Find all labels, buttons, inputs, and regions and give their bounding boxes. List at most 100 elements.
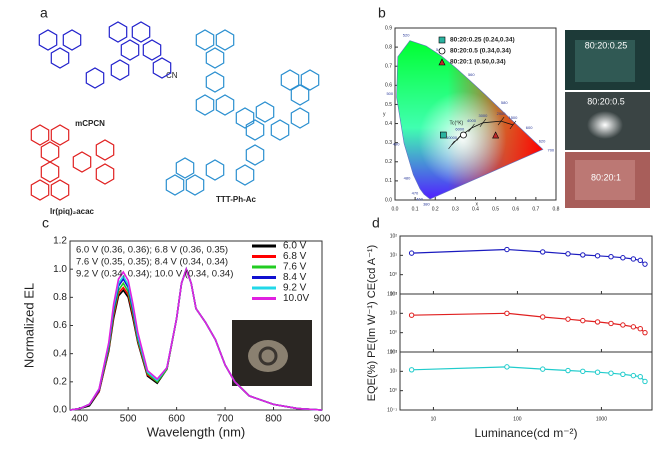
ring [270, 119, 290, 141]
marker [642, 329, 648, 336]
marker [492, 131, 500, 139]
marker [637, 257, 643, 264]
marker [408, 367, 415, 373]
isotherm [497, 116, 505, 126]
y-tick-label: 0.6 [53, 320, 67, 331]
marker [594, 253, 601, 259]
ring [110, 59, 130, 81]
locus-label: 480 [404, 175, 411, 180]
y-tick-label: 0.6 [385, 83, 392, 89]
ring [245, 144, 265, 166]
y-tick-label: 10⁻¹ [387, 349, 397, 355]
x-tick-label: 600 [168, 414, 185, 425]
spectrum-line [69, 266, 323, 411]
temp-label: 6000 [455, 127, 465, 132]
marker [642, 378, 648, 385]
annotation: 7.6 V (0.35, 0.35); 8.4 V (0.34, 0.34) [76, 257, 228, 268]
y-tick-label: 0.8 [385, 44, 392, 50]
y-tick-label: 1.2 [53, 236, 67, 247]
x-tick-label: 400 [71, 414, 88, 425]
y-axis-label: EQE(%) PE(lm W⁻¹) CE(cd A⁻¹) [366, 245, 378, 401]
legend-label: 80:20:1 (0.50,0.34) [450, 59, 506, 66]
y-tick-label: 10⁰ [389, 272, 397, 278]
ring [108, 21, 128, 43]
marker [630, 256, 637, 262]
ring [30, 179, 50, 201]
temp-label: 2000 [497, 111, 507, 116]
ring [95, 139, 115, 161]
ring [62, 29, 82, 51]
marker [565, 367, 571, 374]
x-tick-label: 0.3 [452, 206, 459, 212]
legend-label: 10.0V [283, 293, 309, 304]
ring [280, 69, 300, 91]
y-tick-label: 0.3 [385, 140, 392, 146]
marker [540, 366, 546, 372]
ring [85, 67, 105, 89]
plot-frame [399, 351, 653, 411]
ring [50, 124, 70, 146]
x-tick-label: 100 [513, 416, 522, 422]
panel-label: c [42, 215, 49, 231]
annotation: 6.0 V (0.36, 0.36); 6.8 V (0.36, 0.35) [76, 245, 228, 256]
photo-label: 80:20:0.5 [587, 96, 625, 106]
legend-label: 6.0 V [283, 241, 307, 252]
y-tick-label: 0.9 [385, 25, 392, 31]
locus-label: 490 [393, 141, 400, 146]
x-tick-label: 500 [120, 414, 137, 425]
marker [620, 371, 626, 378]
x-tick-label: 800 [265, 414, 282, 425]
temp-label: 1500 [508, 115, 518, 120]
x-tick-label: 0.1 [412, 206, 419, 212]
gamut [396, 40, 543, 199]
ring [185, 174, 205, 196]
y-tick-label: 0.0 [53, 405, 67, 416]
annotation: 9.2 V (0.34, 0.34); 10.0 V (0.34, 0.34) [76, 269, 233, 280]
photo-label: 80:20:1 [591, 172, 621, 182]
legend-label: 9.2 V [283, 283, 307, 294]
x-axis-label: Luminance(cd m⁻²) [474, 426, 577, 440]
y-tick-label: 0.1 [385, 178, 392, 184]
locus-label: 520 [403, 32, 410, 37]
plot-frame [399, 235, 653, 295]
marker [594, 369, 601, 375]
marker [565, 251, 571, 257]
plot-frame [399, 293, 653, 353]
y-tick-label: 0.7 [385, 64, 392, 70]
ring [152, 57, 172, 79]
isotherm [509, 120, 517, 130]
marker [608, 253, 614, 260]
x-tick-label: 10 [431, 416, 437, 422]
y-axis-label: Normalized EL [21, 283, 36, 368]
x-tick-label: 0.4 [472, 206, 479, 212]
marker [504, 310, 510, 317]
y-tick-label: 10¹ [390, 311, 398, 317]
ring [142, 39, 162, 61]
locus-label: 700 [547, 147, 554, 152]
x-tick-label: 0.2 [432, 206, 439, 212]
marker [580, 252, 586, 258]
marker [630, 372, 637, 379]
marker [504, 364, 510, 370]
ring [72, 151, 92, 173]
ring [300, 69, 320, 91]
ring [195, 29, 215, 51]
molecule-name: TTT-Ph-Ac [216, 195, 257, 204]
legend-label: 80:20:0.5 (0.34,0.34) [450, 48, 511, 55]
x-tick-label: 1000 [596, 416, 607, 422]
panel-label: d [372, 215, 380, 231]
ring [50, 179, 70, 201]
marker [565, 316, 571, 322]
inset-photo [232, 320, 312, 386]
legend-label: 8.4 V [283, 272, 307, 283]
ring [205, 71, 225, 93]
ring [95, 163, 115, 185]
locus-label: 560 [468, 72, 475, 77]
temp-label: 3000 [478, 113, 488, 118]
marker [637, 373, 643, 380]
annotation: Tc(°K) [450, 120, 464, 126]
x-axis-label: Wavelength (nm) [147, 424, 246, 439]
x-tick-label: 0.5 [492, 206, 499, 212]
marker [594, 319, 601, 325]
